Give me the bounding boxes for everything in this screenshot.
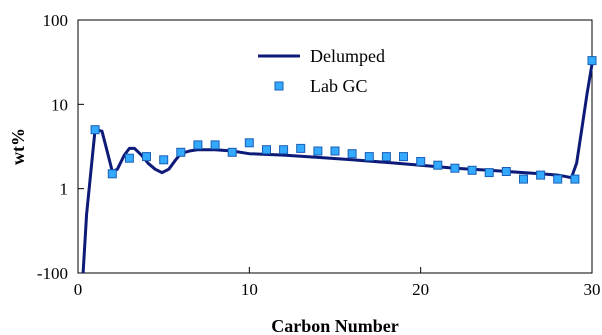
x-tick-label: 10 xyxy=(241,280,258,299)
plot-border xyxy=(77,19,593,274)
x-tick-label: 0 xyxy=(74,280,83,299)
data-point-lab-gc xyxy=(519,174,528,184)
data-point-lab-gc xyxy=(450,163,460,173)
data-point-lab-gc xyxy=(330,146,340,156)
data-point-lab-gc xyxy=(587,56,597,66)
data-point-lab-gc xyxy=(107,169,117,179)
x-axis: 0 10 20 30 xyxy=(74,267,601,299)
data-point-lab-gc xyxy=(347,149,357,159)
legend-label-delumped: Delumped xyxy=(310,46,385,66)
y-tick-label: 100 xyxy=(43,11,69,30)
data-point-lab-gc xyxy=(364,152,374,162)
data-point-lab-gc xyxy=(90,125,100,135)
data-point-lab-gc xyxy=(553,174,563,184)
data-point-lab-gc xyxy=(570,174,580,184)
data-point-lab-gc xyxy=(381,152,391,162)
y-tick-label: 10 xyxy=(51,95,68,114)
data-point-lab-gc xyxy=(279,145,289,155)
data-point-lab-gc xyxy=(416,157,426,166)
y-axis-title: wt% xyxy=(8,128,28,165)
data-point-lab-gc xyxy=(176,147,186,157)
legend-swatch-lab-gc xyxy=(274,81,284,91)
data-point-lab-gc xyxy=(399,152,408,162)
data-point-lab-gc xyxy=(244,138,254,148)
y-tick-label: -100 xyxy=(37,264,68,283)
y-axis: -100 1 10 100 xyxy=(37,11,84,283)
data-point-lab-gc xyxy=(262,145,271,155)
data-point-lab-gc xyxy=(159,155,169,165)
legend: Delumped Lab GC xyxy=(258,46,385,96)
series-layer xyxy=(81,56,597,274)
data-point-lab-gc xyxy=(536,170,546,180)
y-tick-label: 1 xyxy=(60,180,69,199)
data-point-lab-gc xyxy=(467,165,477,175)
data-point-lab-gc xyxy=(313,146,323,156)
x-tick-label: 30 xyxy=(584,280,601,299)
data-point-lab-gc xyxy=(484,168,494,178)
plot-area xyxy=(77,19,593,274)
data-point-lab-gc xyxy=(501,167,511,176)
data-point-lab-gc xyxy=(210,140,220,150)
data-point-lab-gc xyxy=(124,153,134,163)
x-tick-label: 20 xyxy=(412,280,429,299)
data-point-lab-gc xyxy=(227,147,237,157)
data-point-lab-gc xyxy=(433,160,443,170)
data-point-lab-gc xyxy=(142,152,151,162)
data-point-lab-gc xyxy=(296,143,306,153)
x-axis-title: Carbon Number xyxy=(271,316,399,335)
legend-label-lab-gc: Lab GC xyxy=(310,76,368,96)
data-point-lab-gc xyxy=(193,140,203,150)
